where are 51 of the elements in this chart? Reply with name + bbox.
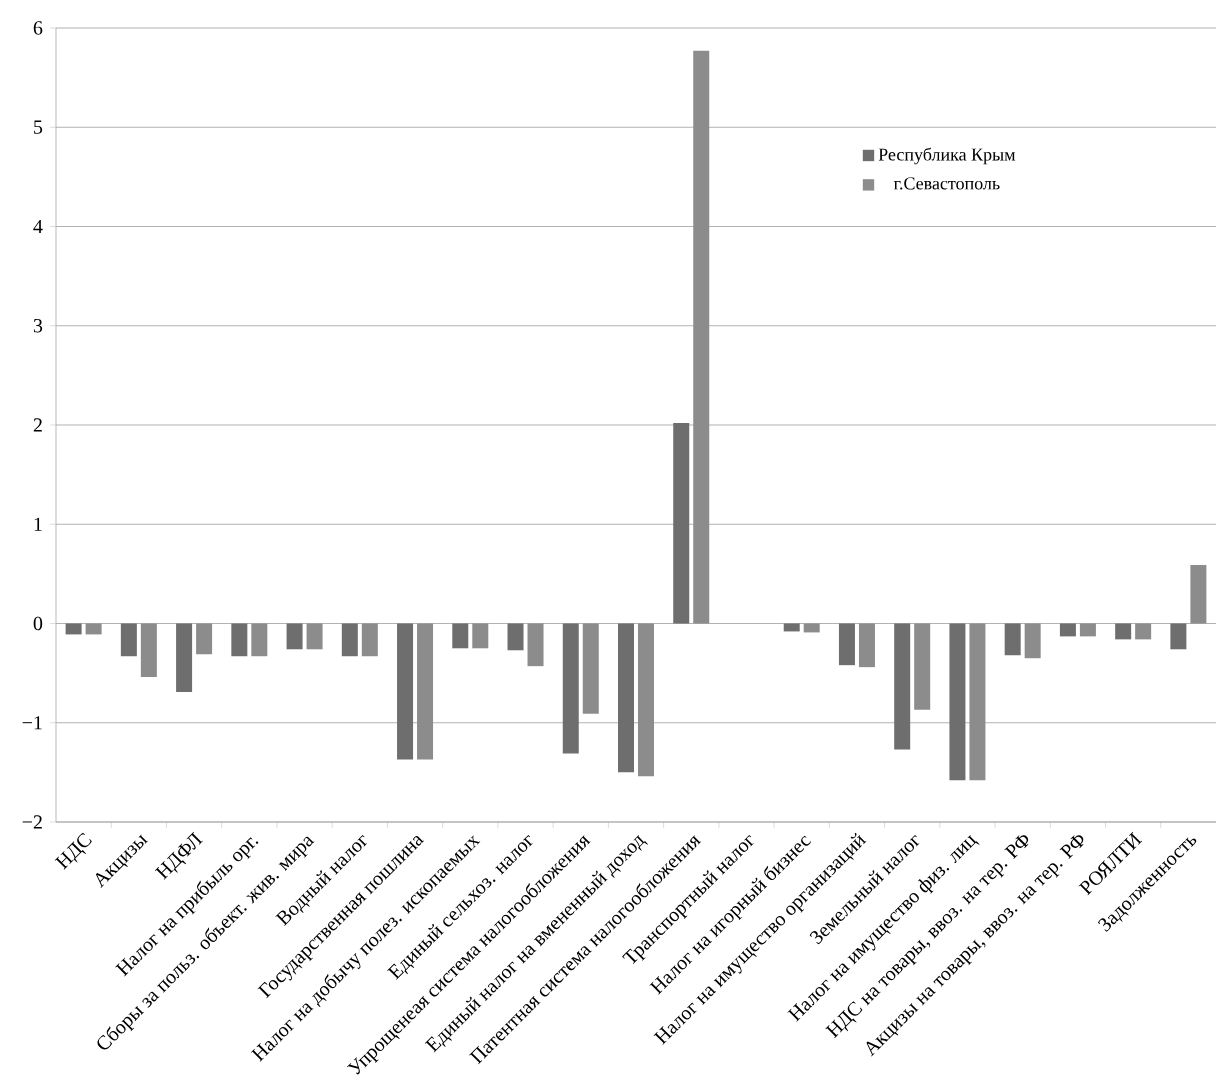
bar bbox=[1024, 623, 1041, 659]
bar bbox=[176, 623, 193, 692]
bar bbox=[783, 623, 800, 632]
bar bbox=[306, 623, 323, 650]
y-tick-label: −1 bbox=[22, 715, 42, 730]
bar bbox=[65, 623, 82, 635]
bar bbox=[1059, 623, 1076, 637]
bar bbox=[894, 623, 911, 750]
bar bbox=[361, 623, 378, 657]
bar bbox=[341, 623, 358, 657]
bar bbox=[452, 623, 469, 649]
bar bbox=[1170, 623, 1187, 650]
bar bbox=[693, 50, 710, 624]
y-tick-label: 0 bbox=[33, 616, 43, 631]
bar bbox=[251, 623, 268, 657]
bar bbox=[472, 623, 489, 649]
bar bbox=[1115, 623, 1132, 640]
y-tick-label: 3 bbox=[33, 318, 43, 333]
bar bbox=[1079, 623, 1096, 637]
bar bbox=[85, 623, 102, 635]
y-tick-label: 1 bbox=[34, 517, 42, 531]
bar bbox=[858, 623, 875, 667]
bar bbox=[838, 623, 855, 665]
bar bbox=[140, 623, 157, 677]
bar bbox=[527, 623, 544, 666]
bar bbox=[507, 623, 524, 651]
bar bbox=[949, 623, 966, 781]
bar bbox=[196, 623, 213, 655]
bar bbox=[397, 623, 414, 760]
bar bbox=[1135, 623, 1152, 640]
bar bbox=[562, 623, 579, 754]
bar bbox=[231, 623, 248, 657]
bar bbox=[417, 623, 434, 760]
legend-label: г.Севастополь bbox=[893, 177, 1000, 190]
bar bbox=[120, 623, 137, 657]
y-tick-label: −2 bbox=[22, 815, 42, 829]
bar bbox=[618, 623, 635, 773]
bar bbox=[803, 623, 820, 633]
bar bbox=[673, 422, 690, 624]
legend-label: Республика Крым bbox=[878, 147, 1016, 165]
bar bbox=[1190, 564, 1207, 624]
y-tick-label: 4 bbox=[33, 219, 43, 233]
y-tick-label: 2 bbox=[33, 418, 42, 432]
bar bbox=[638, 623, 654, 777]
bar bbox=[582, 623, 599, 714]
y-tick-label: 5 bbox=[34, 120, 43, 134]
y-tick-label: 6 bbox=[33, 21, 43, 35]
bar bbox=[914, 623, 931, 710]
bar bbox=[1004, 623, 1021, 656]
bar bbox=[286, 623, 303, 650]
bar bbox=[969, 623, 986, 781]
